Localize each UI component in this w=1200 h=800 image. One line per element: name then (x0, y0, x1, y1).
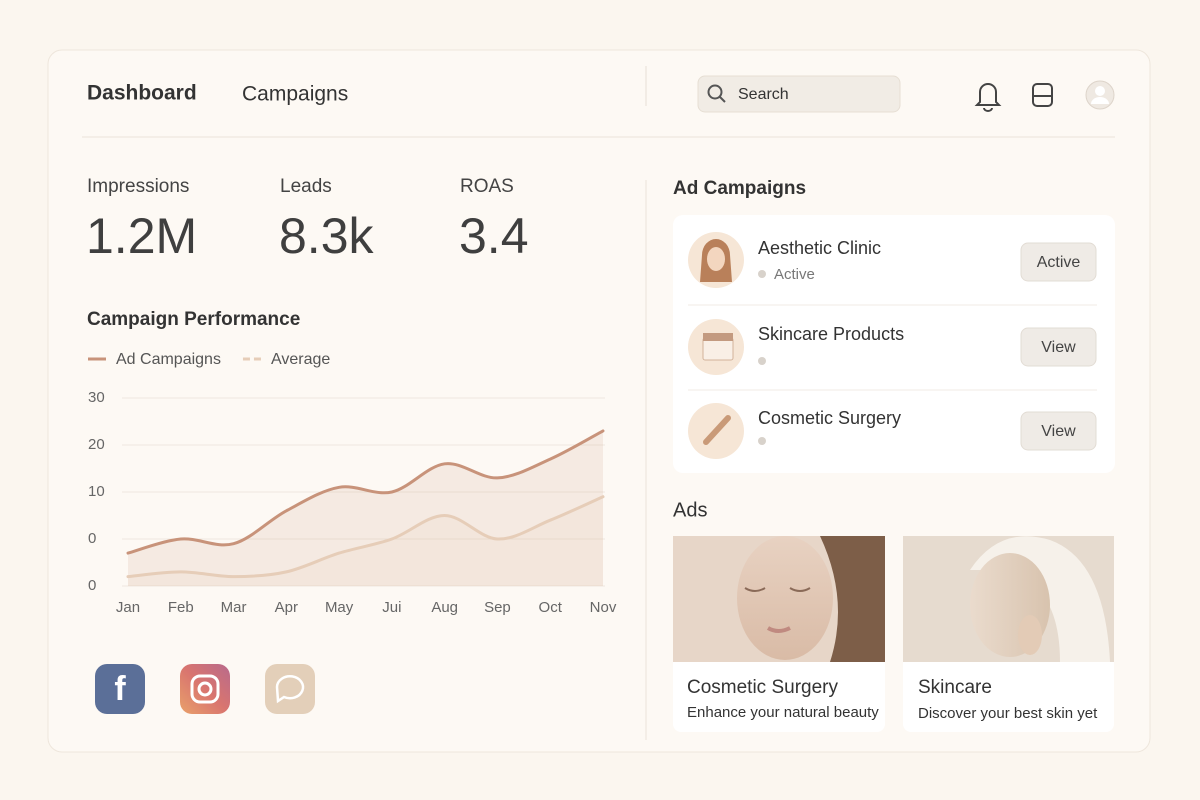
campaign-button[interactable] (1020, 242, 1097, 282)
stat-label: Impressions (87, 176, 189, 197)
x-tick-label: Aug (431, 599, 458, 616)
campaign-name: Skincare Products (758, 324, 904, 344)
stat-value: 1.2M (86, 208, 197, 264)
x-tick-label: Sep (484, 599, 511, 616)
instagram-icon (197, 681, 213, 697)
campaign-button[interactable] (1020, 327, 1097, 367)
facebook-icon[interactable] (95, 664, 145, 714)
campaign-list (673, 215, 1115, 473)
section-title: Ad Campaigns (673, 178, 806, 199)
ad-title: Skincare (918, 677, 992, 698)
nav-tab[interactable]: Dashboard (87, 82, 197, 105)
legend-label: Ad Campaigns (116, 351, 221, 368)
y-tick-label: 20 (88, 436, 105, 453)
search-icon (707, 84, 723, 100)
x-tick-label: Nov (590, 599, 617, 616)
chat-icon[interactable] (265, 664, 315, 714)
facebook-icon: f (114, 670, 126, 708)
ad-title: Cosmetic Surgery (687, 677, 838, 698)
area (128, 496, 603, 586)
search-placeholder: Search (738, 86, 789, 103)
y-tick-label: 10 (88, 483, 105, 500)
campaign-avatar (702, 337, 734, 361)
x-tick-label: Feb (168, 599, 194, 616)
y-tick-label: 0 (88, 530, 96, 547)
ad-description: Discover your best skin yet (918, 705, 1098, 722)
stat-value: 3.4 (459, 208, 529, 264)
ad-image (820, 536, 885, 662)
status-dot (758, 357, 766, 365)
line (126, 429, 605, 555)
campaign-avatar (703, 415, 731, 445)
avatar (1095, 86, 1105, 96)
campaign-name: Aesthetic Clinic (758, 238, 881, 258)
campaign-status: Active (774, 266, 815, 283)
area (128, 430, 603, 586)
status-dot (758, 437, 766, 445)
legend-label: Average (271, 351, 330, 368)
ad-description: Enhance your natural beauty (687, 704, 879, 721)
instagram-icon (190, 674, 220, 704)
x-tick-label: Apr (275, 599, 298, 616)
campaign-name: Cosmetic Surgery (758, 408, 901, 428)
campaign-button-label: View (1041, 339, 1076, 356)
chat-icon (275, 674, 305, 704)
campaign-avatar (703, 333, 733, 341)
campaign-avatar (707, 247, 725, 271)
ad-image (744, 587, 811, 592)
y-tick-label: 30 (88, 389, 105, 406)
bell-icon[interactable] (974, 83, 1002, 106)
campaign-button-label: View (1041, 423, 1076, 440)
ad-image (1018, 615, 1042, 655)
y-tick-label: 0 (88, 577, 96, 594)
x-tick-label: Jan (116, 599, 140, 616)
avatar (1091, 97, 1109, 104)
x-tick-label: Mar (221, 599, 247, 616)
bell-icon (983, 107, 993, 112)
ad-image (737, 536, 833, 660)
section-title: Ads (673, 499, 707, 521)
stat-label: Leads (280, 176, 332, 197)
x-tick-label: Oct (539, 599, 563, 616)
ad-image (766, 626, 791, 633)
x-tick-label: May (325, 599, 354, 616)
campaign-button-label: Active (1037, 254, 1081, 271)
status-dot (758, 270, 766, 278)
instagram-icon[interactable] (180, 664, 230, 714)
campaign-button[interactable] (1020, 411, 1097, 451)
search-icon (719, 96, 726, 103)
line (126, 495, 605, 579)
x-tick-label: Jui (382, 599, 401, 616)
stat-label: ROAS (460, 176, 514, 197)
search-box[interactable] (697, 75, 901, 113)
nav-tab[interactable]: Campaigns (242, 83, 348, 106)
stat-value: 8.3k (279, 208, 375, 264)
chart: Ad Campaigns Average 0 0 10 20 30 Jan Feb Mar Apr M… (88, 351, 617, 616)
chart-title: Campaign Performance (87, 309, 300, 330)
